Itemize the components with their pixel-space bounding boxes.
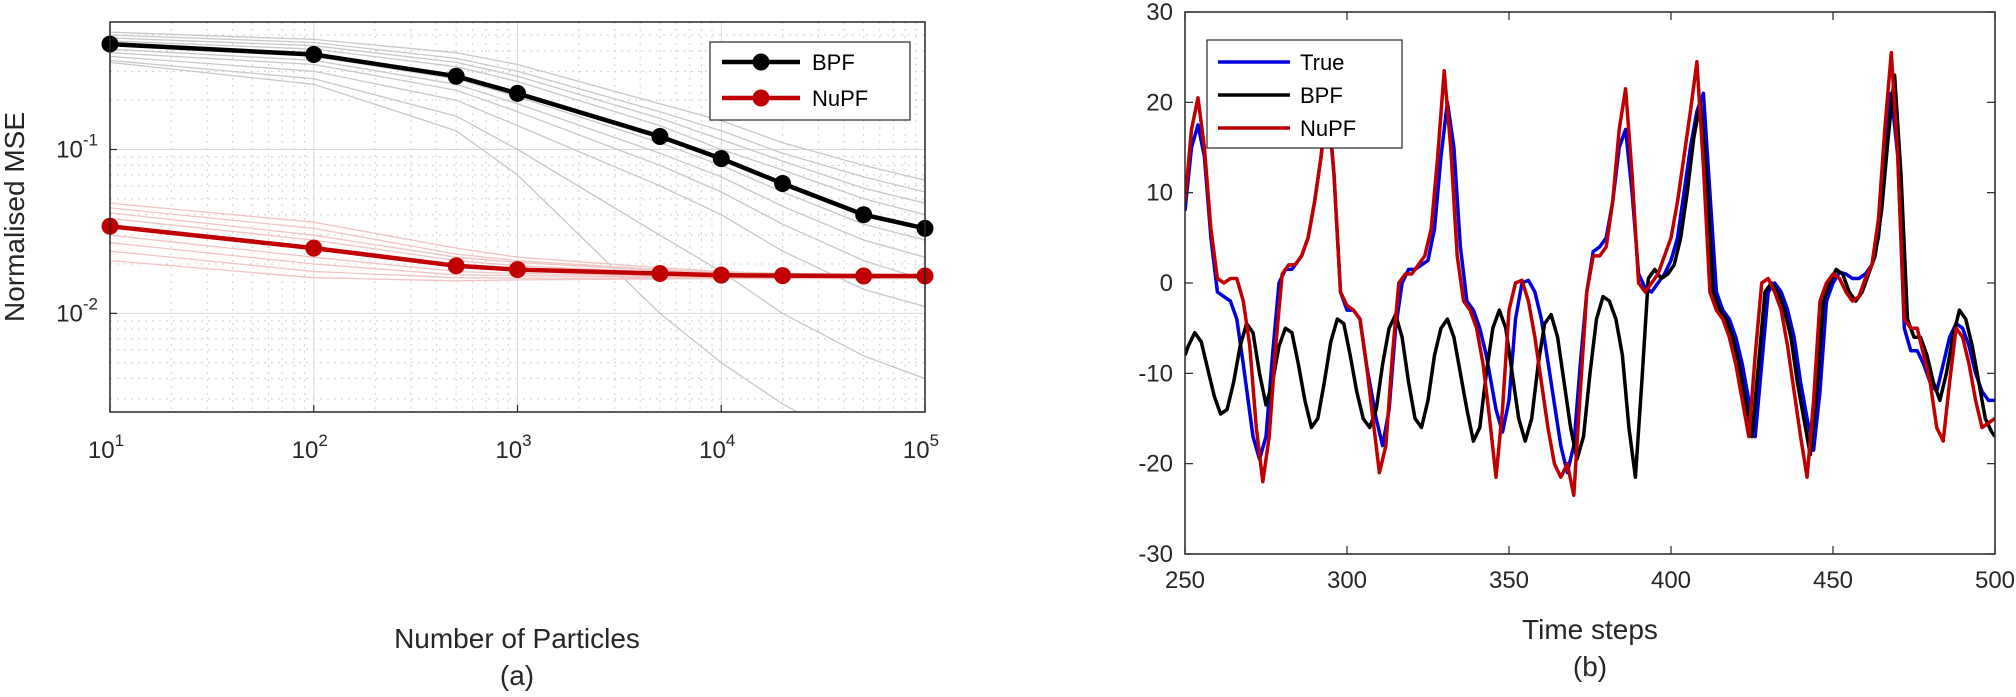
nupf-mse-point bbox=[447, 257, 465, 275]
x-tick-exp-a: 3 bbox=[522, 431, 531, 450]
x-tick-label-b: 400 bbox=[1651, 567, 1691, 594]
x-tick-label-b: 250 bbox=[1165, 567, 1205, 594]
bpf-run-line bbox=[110, 37, 925, 204]
nupf-mse-point bbox=[509, 261, 526, 279]
y-tick-exp-a: -1 bbox=[83, 131, 98, 150]
y-tick-label-b: 20 bbox=[1146, 89, 1173, 116]
x-tick-label-a: 103 bbox=[495, 431, 531, 464]
x-tick-base-a: 10 bbox=[88, 437, 115, 464]
ticks-b: 250 300 350 400 450 500 -30 -20 -10 0 10 20 30 bbox=[1138, 0, 2015, 594]
y-tick-label-b: 0 bbox=[1160, 270, 1173, 297]
x-tick-base-a: 10 bbox=[699, 437, 726, 464]
bpf-mse-point bbox=[447, 67, 465, 85]
x-tick-label-a: 104 bbox=[699, 431, 735, 464]
x-tick-base-a: 10 bbox=[903, 437, 930, 464]
x-tick-label-a: 102 bbox=[292, 431, 328, 464]
legend-marker-bpf bbox=[752, 53, 770, 71]
y-tick-label-a: 10-2 bbox=[56, 294, 98, 327]
legend-label-bpf: BPF bbox=[812, 50, 855, 75]
nupf-mse-point bbox=[651, 265, 669, 283]
y-tick-label-b: 10 bbox=[1146, 180, 1173, 207]
x-tick-label-b: 350 bbox=[1489, 567, 1529, 594]
nupf-trajectory-line bbox=[1185, 50, 1995, 498]
y-tick-exp-a: -2 bbox=[83, 294, 98, 313]
x-tick-exp-a: 4 bbox=[726, 431, 735, 450]
x-tick-label-b: 300 bbox=[1327, 567, 1367, 594]
x-tick-base-a: 10 bbox=[292, 437, 319, 464]
x-axis-label-b: Time steps bbox=[1522, 614, 1658, 645]
bpf-mse-point bbox=[855, 206, 873, 224]
y-tick-label-b: 30 bbox=[1146, 0, 1173, 26]
x-tick-exp-a: 1 bbox=[115, 431, 124, 450]
bpf-run-line bbox=[110, 52, 925, 281]
nupf-mse-point bbox=[712, 266, 730, 284]
bpf-run-line bbox=[110, 59, 925, 380]
nupf-mse-point bbox=[305, 239, 323, 257]
y-tick-label-b: -30 bbox=[1138, 541, 1173, 568]
legend-b: True BPF NuPF bbox=[1206, 39, 1403, 149]
y-tick-label-b: -10 bbox=[1138, 360, 1173, 387]
legend-label-nupf: NuPF bbox=[1300, 116, 1356, 141]
bpf-run-line bbox=[110, 40, 925, 216]
legend-box-a bbox=[709, 41, 911, 121]
y-tick-label-b: -20 bbox=[1138, 451, 1173, 478]
panel-b: 250 300 350 400 450 500 -30 -20 -10 0 10 20 30 True B… bbox=[1138, 0, 2015, 682]
legend-label-nupf: NuPF bbox=[812, 86, 868, 111]
bpf-mse-point bbox=[774, 175, 792, 193]
bpf-run-line bbox=[110, 34, 925, 193]
bpf-mse-point bbox=[509, 84, 526, 102]
x-tick-exp-a: 2 bbox=[318, 431, 327, 450]
bpf-mse-point bbox=[712, 150, 730, 168]
y-axis-label-a: Normalised MSE bbox=[0, 112, 30, 322]
nupf-mse-point bbox=[855, 267, 873, 285]
x-tick-label-a: 101 bbox=[88, 431, 124, 464]
x-tick-exp-a: 5 bbox=[930, 431, 939, 450]
bpf-mse-point bbox=[651, 128, 669, 146]
legend-a: BPF NuPF bbox=[709, 41, 911, 121]
x-tick-label-b: 450 bbox=[1813, 567, 1853, 594]
x-tick-label-b: 500 bbox=[1975, 567, 2015, 594]
series-a bbox=[101, 35, 934, 285]
bpf-run-line bbox=[110, 31, 925, 181]
bpf-run-line bbox=[110, 61, 799, 412]
x-tick-label-a: 105 bbox=[903, 431, 939, 464]
legend-label-bpf: BPF bbox=[1300, 83, 1343, 108]
caption-a: (a) bbox=[500, 660, 534, 691]
bpf-run-line bbox=[110, 48, 925, 258]
legend-label-true: True bbox=[1300, 50, 1344, 75]
y-tick-label-a: 10-1 bbox=[56, 131, 98, 164]
bpf-mse-point bbox=[305, 46, 323, 64]
x-axis-label-a: Number of Particles bbox=[394, 623, 640, 654]
x-tick-base-a: 10 bbox=[495, 437, 522, 464]
y-tick-base-a: 10 bbox=[56, 137, 83, 164]
y-tick-base-a: 10 bbox=[56, 300, 83, 327]
nupf-mse-point bbox=[774, 267, 792, 285]
legend-marker-nupf bbox=[752, 89, 770, 107]
caption-b: (b) bbox=[1573, 651, 1607, 682]
